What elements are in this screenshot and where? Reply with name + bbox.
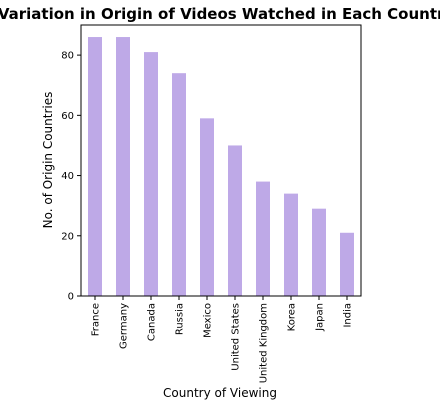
x-tick-label: United Kingdom: [259, 303, 270, 383]
bar-russia: [172, 73, 186, 296]
x-tick-label: France: [91, 303, 102, 336]
x-tick-label: Japan: [315, 303, 326, 332]
bar-germany: [116, 37, 130, 297]
x-tick-label: United States: [231, 303, 242, 371]
y-tick-label: 0: [68, 292, 74, 303]
x-axis-ticks: France Germany Canada Russia Mexico United St…: [91, 296, 354, 383]
x-tick-label: India: [343, 303, 354, 328]
chart-title: Variation in Origin of Videos Watched in…: [0, 5, 440, 23]
bar-mexico: [200, 118, 214, 296]
bar-japan: [312, 208, 326, 296]
y-axis-ticks: 0 20 40 60 80: [61, 51, 81, 303]
y-tick-label: 40: [61, 171, 74, 182]
y-axis-label: No. of Origin Countries: [41, 92, 55, 229]
x-tick-label: Germany: [119, 303, 130, 349]
bar-canada: [144, 52, 158, 296]
bar-united-states: [228, 145, 242, 296]
x-tick-label: Korea: [287, 303, 298, 331]
x-axis-label: Country of Viewing: [163, 386, 277, 400]
y-tick-label: 60: [61, 111, 74, 122]
y-tick-label: 20: [61, 231, 74, 242]
bar-india: [340, 232, 354, 296]
bar-korea: [284, 193, 298, 296]
x-tick-label: Mexico: [203, 303, 214, 338]
bars-group: [88, 37, 354, 297]
x-tick-label: Canada: [147, 303, 158, 341]
x-tick-label: Russia: [175, 303, 186, 335]
bar-united-kingdom: [256, 181, 270, 296]
y-tick-label: 80: [61, 51, 74, 62]
plot-frame: [80, 24, 362, 297]
bar-france: [88, 37, 102, 297]
